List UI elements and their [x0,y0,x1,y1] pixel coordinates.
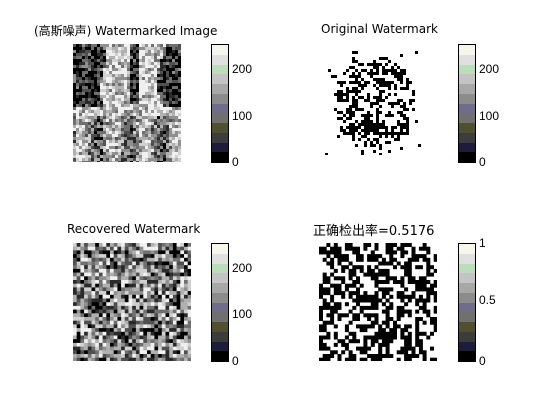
colorbar-band [459,341,475,352]
original-colorbar-tick-0: 0 [479,155,486,169]
colorbar-band [212,273,228,283]
colorbar-band [459,74,475,84]
colorbar-band [212,45,228,55]
recovered-colorbar-tick-100: 100 [232,307,253,321]
recovered-colorbar-tick-0: 0 [232,354,239,368]
colorbar-band [212,302,228,313]
colorbar-band [212,152,228,162]
recovered-watermark-image [73,243,191,361]
original-watermark-image [325,45,421,155]
colorbar-band [212,283,228,293]
colorbar-band [459,273,475,283]
watermarked-colorbar [211,44,229,163]
colorbar-band [212,123,228,133]
colorbar-band [459,244,475,254]
colorbar-band [212,142,228,153]
original-colorbar [458,44,476,163]
detection-rate-title: 正确检出率=0.5176 [313,224,435,239]
binary-recovered-watermark-image [319,243,437,361]
colorbar-band [459,45,475,55]
colorbar-band [459,292,475,303]
colorbar-band [212,263,228,274]
binary-colorbar [458,243,476,362]
colorbar-band [212,341,228,352]
colorbar-band [459,113,475,123]
watermarked-colorbar-tick-100: 100 [232,109,253,123]
colorbar-band [459,64,475,75]
colorbar-band [459,152,475,162]
colorbar-band [459,123,475,133]
colorbar-band [459,132,475,143]
original-colorbar-tick-200: 200 [479,62,500,76]
colorbar-band [212,64,228,75]
colorbar-band [212,93,228,104]
colorbar-band [459,263,475,274]
colorbar-band [212,292,228,303]
colorbar-band [212,312,228,322]
colorbar-band [459,312,475,322]
colorbar-band [459,322,475,332]
watermarked-image [73,44,181,162]
binary-colorbar-tick-0-5: 0.5 [479,293,496,307]
recovered-colorbar [211,243,229,362]
colorbar-band [459,84,475,94]
colorbar-band [212,84,228,94]
binary-colorbar-tick-1: 1 [479,236,486,250]
recovered-colorbar-tick-200: 200 [232,261,253,275]
colorbar-band [212,103,228,114]
colorbar-band [459,142,475,153]
colorbar-band [459,54,475,65]
binary-colorbar-tick-0: 0 [479,354,486,368]
original-watermark-title: Original Watermark [321,22,438,36]
colorbar-band [459,302,475,313]
original-colorbar-tick-100: 100 [479,109,500,123]
colorbar-band [459,93,475,104]
watermarked-colorbar-tick-0: 0 [232,155,239,169]
colorbar-band [459,351,475,361]
colorbar-band [212,113,228,123]
colorbar-band [212,253,228,264]
colorbar-band [212,322,228,332]
colorbar-band [459,331,475,342]
colorbar-band [212,132,228,143]
colorbar-band [212,351,228,361]
colorbar-band [212,331,228,342]
watermarked-image-title: (高斯噪声) Watermarked Image [34,24,218,38]
recovered-watermark-title: Recovered Watermark [67,222,201,236]
colorbar-band [212,244,228,254]
watermarked-colorbar-tick-200: 200 [232,62,253,76]
colorbar-band [459,253,475,264]
colorbar-band [212,54,228,65]
colorbar-band [212,74,228,84]
colorbar-band [459,103,475,114]
colorbar-band [459,283,475,293]
